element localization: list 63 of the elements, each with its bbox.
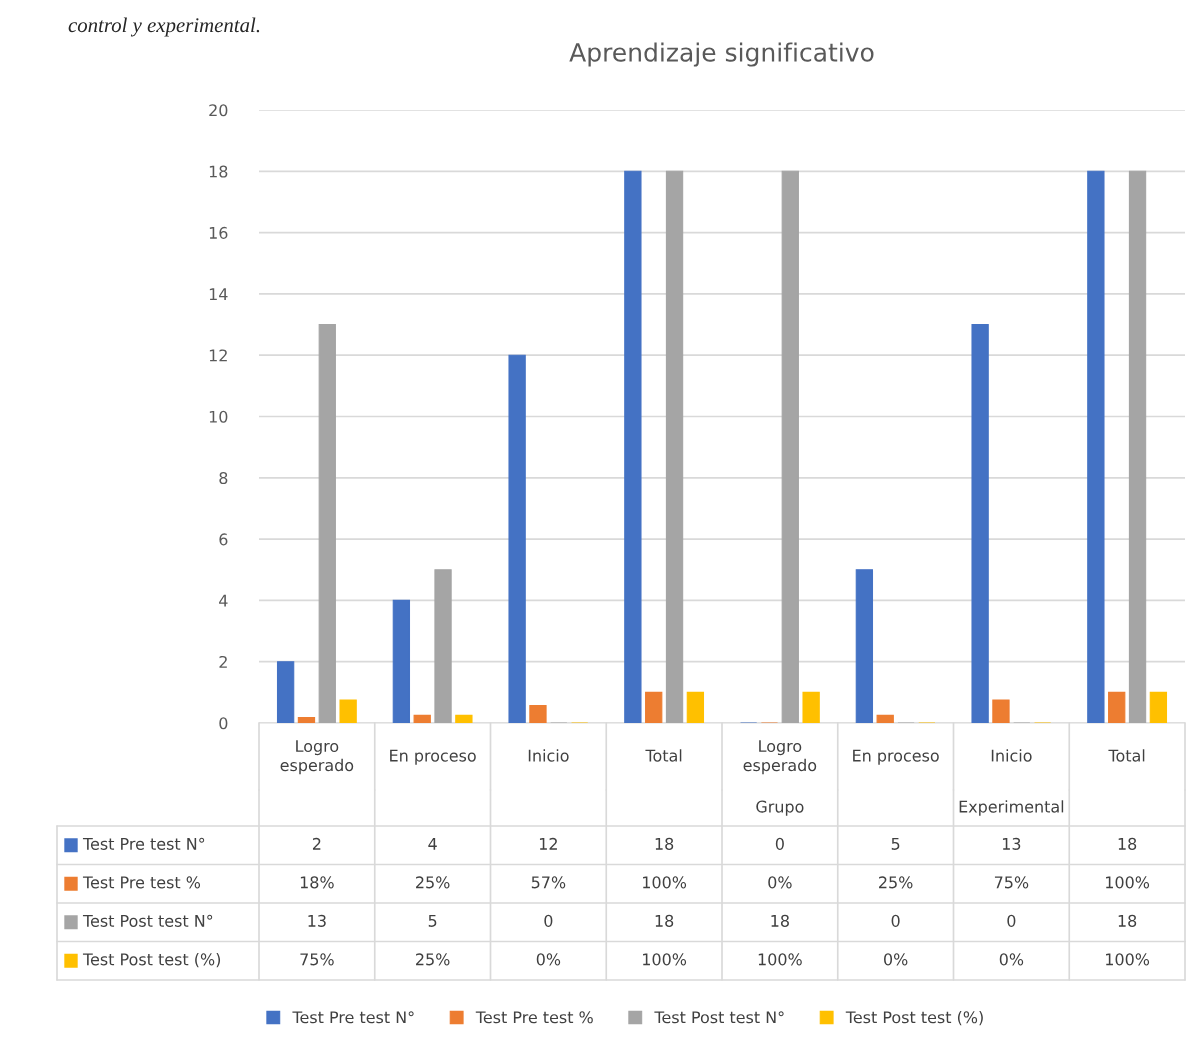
text: Test Pre test N° [292,1011,414,1024]
data-label: 18 [655,837,674,850]
data-label: 5 [428,915,437,927]
y-tick-label: 18 [209,165,228,178]
data-label: 0% [884,953,908,966]
x-tick-label: En proceso [853,749,939,765]
data-label: 18% [300,876,334,889]
data-label: 100% [1106,953,1150,966]
data-label: 2 [312,837,321,850]
data-label: 0% [536,953,561,966]
x-tick-label: Logro esperado [280,740,354,775]
y-tick-label: 10 [209,410,228,423]
legend-label: Test Post test (%) [82,953,221,968]
y-tick-label: 14 [209,288,228,300]
data-label: 75% [300,953,334,966]
y-tick-label: 12 [209,349,227,362]
text: control y experimental. [68,17,260,37]
y-tick-label: 4 [219,594,228,607]
data-label: 100% [1106,876,1150,889]
data-label: 5 [891,838,900,850]
legend-label: Test Pre test % [82,876,201,889]
data-label: 57% [531,876,566,889]
data-label: 12 [539,837,557,850]
data-label: 100% [643,876,687,889]
text: Grupo [756,800,804,816]
y-tick-label: 6 [219,533,228,546]
legend-label: Test Post test N° [82,914,213,927]
data-label: 25% [879,876,913,889]
y-tick-label: 8 [219,472,228,485]
y-tick-label: 2 [219,655,227,668]
data-label: 100% [758,953,802,966]
legend-label: Test Pre test N° [82,837,205,850]
data-label: 13 [1002,837,1021,850]
y-tick-label: 0 [219,717,228,730]
text: Test Post test (%) [845,1010,983,1026]
chart-title: Aprendizaje significativo [569,42,874,67]
x-tick-label: Inicio [991,749,1032,762]
x-tick-label: En proceso [390,749,476,765]
x-tick-label: Total [1108,749,1145,762]
x-tick-label: Logro esperado [743,740,817,775]
data-label: 0 [544,914,553,927]
data-label: 18 [1118,914,1137,927]
data-label: 100% [643,953,687,966]
data-label: 18 [1118,837,1137,850]
data-label: 18 [655,914,674,927]
data-label: 13 [308,914,326,927]
data-label: 0 [775,837,784,850]
text: Test Post test N° [654,1011,784,1024]
data-label: 0% [999,953,1024,966]
x-tick-label: Total [645,749,682,762]
data-label: 0 [1007,914,1016,927]
x-tick-label: Inicio [528,749,569,762]
data-label: 75% [994,876,1029,889]
text: Experimental [959,800,1064,816]
text: Test Pre test % [475,1011,593,1024]
y-tick-label: 20 [209,104,228,117]
data-label: 0% [768,876,792,889]
y-tick-label: 16 [209,226,228,239]
data-label: 25% [416,876,450,889]
data-label: 4 [428,838,437,850]
data-label: 0 [891,914,900,927]
data-label: 18 [771,914,789,927]
data-label: 25% [416,953,450,966]
